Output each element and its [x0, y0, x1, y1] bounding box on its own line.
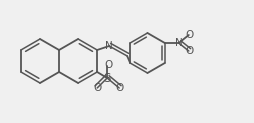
Text: S: S [103, 71, 110, 85]
Text: O: O [185, 46, 193, 56]
Text: O: O [104, 60, 112, 70]
Text: N: N [174, 38, 182, 48]
Text: O: O [93, 83, 101, 93]
Text: N: N [105, 41, 113, 51]
Text: O: O [185, 30, 193, 40]
Text: O: O [115, 83, 123, 93]
